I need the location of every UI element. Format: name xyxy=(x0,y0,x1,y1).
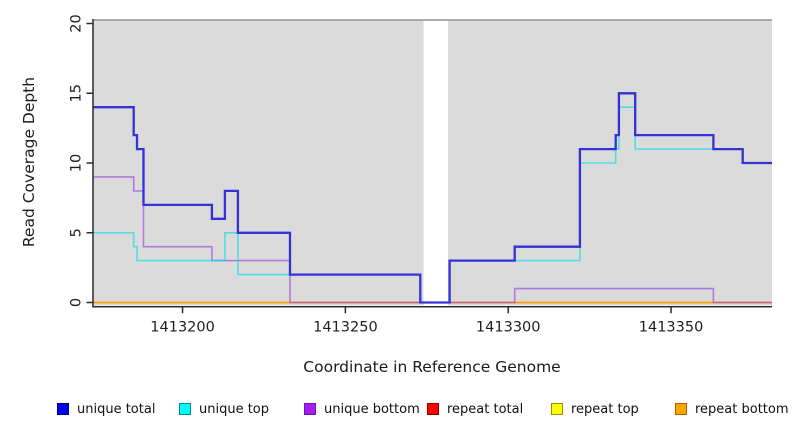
legend-label-unique-bottom: unique bottom xyxy=(324,401,420,417)
x-tick-label-1413200: 1413200 xyxy=(150,320,215,336)
legend-label-unique-total: unique total xyxy=(77,401,156,417)
y-tick-label-20: 20 xyxy=(69,14,85,32)
legend-item-repeat-top: repeat top xyxy=(551,401,639,417)
legend-label-unique-top: unique top xyxy=(199,401,270,417)
legend-swatch-unique-bottom-icon xyxy=(304,403,316,415)
legend-item-repeat-total: repeat total xyxy=(427,401,524,417)
legend-item-repeat-bottom: repeat bottom xyxy=(675,401,789,417)
legend-item-unique-top: unique top xyxy=(179,401,270,417)
y-axis-title: Read Coverage Depth xyxy=(20,77,38,247)
legend-label-repeat-bottom: repeat bottom xyxy=(695,401,789,417)
coverage-plot-svg: 1413200 1413250 1413300 1413350 0 5 10 15 20 Coo… xyxy=(20,14,772,376)
x-tick-label-1413350: 1413350 xyxy=(639,320,704,336)
legend-label-repeat-top: repeat top xyxy=(571,401,639,417)
legend-item-unique-bottom: unique bottom xyxy=(304,401,420,417)
y-tick-label-10: 10 xyxy=(69,154,85,172)
coverage-gap-band xyxy=(423,19,448,307)
legend-label-repeat-total: repeat total xyxy=(447,401,524,417)
legend-swatch-unique-total-icon xyxy=(57,403,69,415)
series-line-unique-bottom xyxy=(93,176,772,304)
x-axis-title: Coordinate in Reference Genome xyxy=(303,358,560,376)
x-tick-label-1413300: 1413300 xyxy=(476,320,541,336)
y-tick-label-0: 0 xyxy=(69,298,85,307)
legend-swatch-unique-top-icon xyxy=(179,403,191,415)
legend-item-unique-total: unique total xyxy=(57,401,156,417)
y-tick-label-5: 5 xyxy=(69,228,85,237)
legend-swatch-repeat-total-icon xyxy=(427,403,439,415)
series-line-unique-total xyxy=(93,92,772,304)
legend-swatch-repeat-top-icon xyxy=(551,403,563,415)
legend-swatch-repeat-bottom-icon xyxy=(675,403,687,415)
y-tick-label-15: 15 xyxy=(69,84,85,102)
x-tick-label-1413250: 1413250 xyxy=(313,320,378,336)
